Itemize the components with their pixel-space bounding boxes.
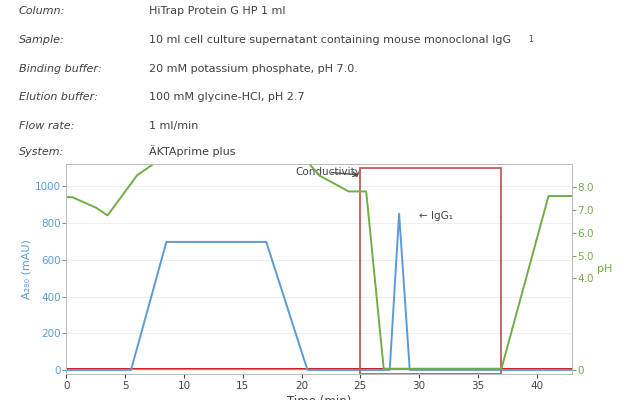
Text: ← IgG₁: ← IgG₁ bbox=[419, 210, 453, 220]
Text: Binding buffer:: Binding buffer: bbox=[19, 64, 102, 74]
Text: Conductivity: Conductivity bbox=[296, 167, 362, 177]
Text: 20 mM potassium phosphate, pH 7.0.: 20 mM potassium phosphate, pH 7.0. bbox=[149, 64, 357, 74]
Text: Column:: Column: bbox=[19, 6, 65, 16]
Bar bbox=[360, 168, 501, 374]
Text: ÄKTAprime plus: ÄKTAprime plus bbox=[149, 145, 235, 157]
Text: Sample:: Sample: bbox=[19, 35, 64, 45]
Text: Elution buffer:: Elution buffer: bbox=[19, 92, 98, 102]
Text: 100 mM glycine-HCl, pH 2.7: 100 mM glycine-HCl, pH 2.7 bbox=[149, 92, 304, 102]
Text: Flow rate:: Flow rate: bbox=[19, 121, 75, 131]
Text: 1: 1 bbox=[528, 35, 533, 44]
Y-axis label: A₂₈₀ (mAU): A₂₈₀ (mAU) bbox=[22, 239, 32, 299]
X-axis label: Time (min): Time (min) bbox=[287, 395, 351, 400]
Y-axis label: pH: pH bbox=[597, 264, 613, 274]
Text: HiTrap Protein G HP 1 ml: HiTrap Protein G HP 1 ml bbox=[149, 6, 285, 16]
Text: 10 ml cell culture supernatant containing mouse monoclonal IgG: 10 ml cell culture supernatant containin… bbox=[149, 35, 511, 45]
Text: 1 ml/min: 1 ml/min bbox=[149, 121, 198, 131]
Text: System:: System: bbox=[19, 147, 64, 157]
